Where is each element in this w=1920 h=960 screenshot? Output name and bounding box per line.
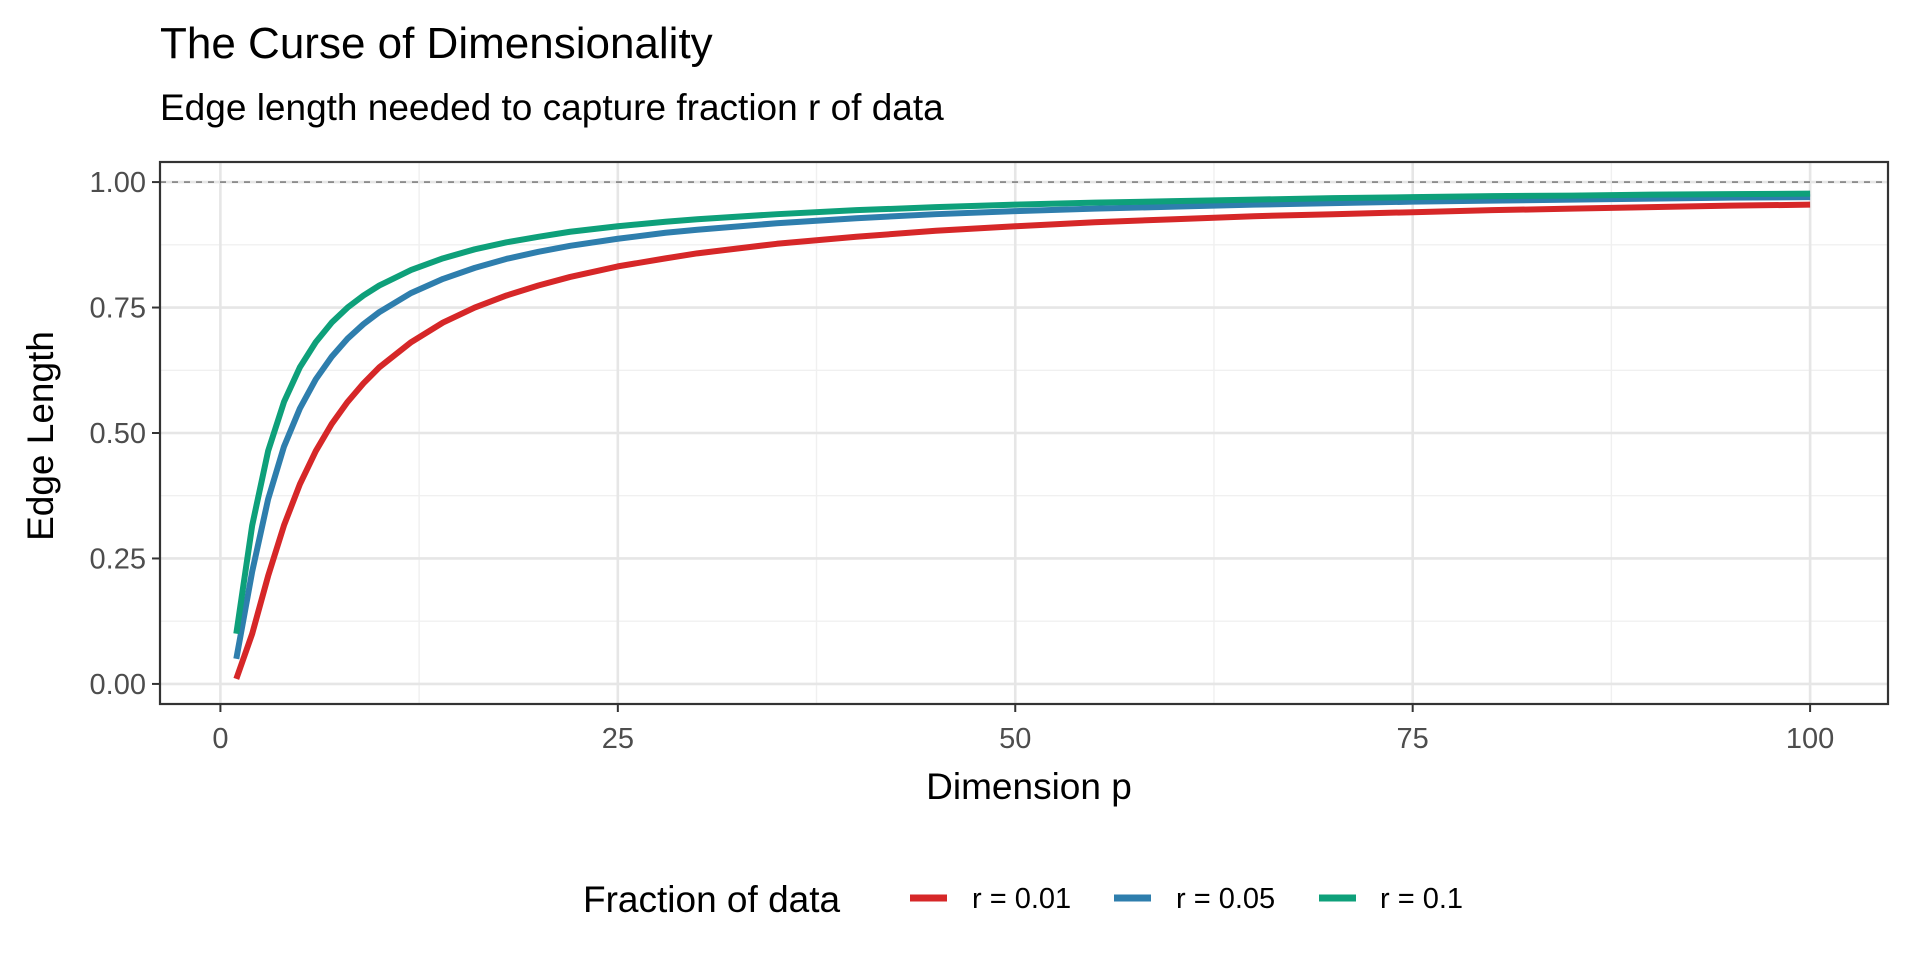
y-tick-label: 1.00 xyxy=(90,167,146,199)
series-line-1 xyxy=(233,201,1811,680)
legend: Fraction of data r = 0.01 r = 0.05 r = 0.1 xyxy=(583,879,1463,920)
y-tick-label: 0.50 xyxy=(90,418,146,450)
series-line-2 xyxy=(233,194,1811,660)
x-tick-label: 0 xyxy=(212,723,228,755)
chart-subtitle: Edge length needed to capture fraction r… xyxy=(160,87,944,128)
x-tick-label: 75 xyxy=(1397,723,1429,755)
x-tick-label: 25 xyxy=(602,723,634,755)
x-tick-label: 50 xyxy=(999,723,1031,755)
series-line-3 xyxy=(233,190,1811,635)
x-tick-label: 100 xyxy=(1786,723,1834,755)
y-tick-label: 0.25 xyxy=(90,543,146,575)
x-axis-title: Dimension p xyxy=(926,766,1132,807)
legend-title: Fraction of data xyxy=(583,879,841,920)
legend-label-1: r = 0.01 xyxy=(972,883,1071,915)
y-axis-title: Edge Length xyxy=(20,331,61,541)
plot-area: 0 25 50 75 100 0.00 0.25 0.50 0.75 1.00 xyxy=(90,160,1890,755)
legend-label-2: r = 0.05 xyxy=(1176,883,1275,915)
y-tick-label: 0.75 xyxy=(90,293,146,325)
legend-label-3: r = 0.1 xyxy=(1380,883,1463,915)
chart-title: The Curse of Dimensionality xyxy=(160,19,713,68)
y-tick-label: 0.00 xyxy=(90,669,146,701)
